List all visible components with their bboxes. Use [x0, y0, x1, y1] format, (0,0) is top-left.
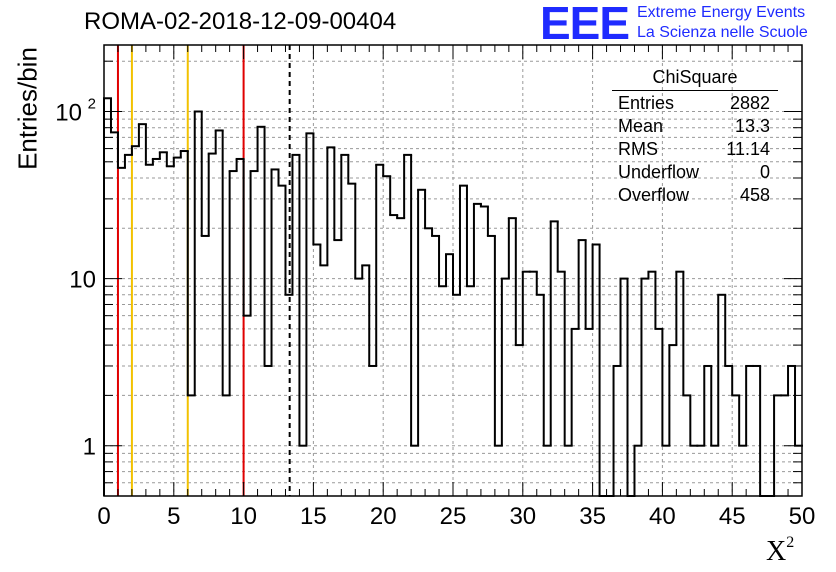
stats-label: Entries	[618, 93, 675, 113]
logo-mark: EEE	[540, 0, 630, 49]
stats-value: 11.14	[726, 139, 770, 159]
stats-row-underflow: Underflow 0	[612, 161, 778, 184]
stats-row-mean: Mean 13.3	[612, 115, 778, 138]
chart-title: ROMA-02-2018-12-09-00404	[84, 8, 397, 35]
stats-value: 0	[759, 162, 770, 182]
x-tick-label: 25	[440, 503, 467, 530]
x-tick-label: 20	[370, 503, 397, 530]
stats-value: 458	[739, 185, 770, 205]
x-tick-label: 0	[97, 503, 110, 530]
x-tick-label: 45	[719, 503, 746, 530]
x-axis-label-base: X	[766, 536, 787, 567]
y-tick-label-superscript: 2	[88, 95, 96, 112]
y-axis-label: Entries/bin	[12, 47, 43, 170]
stats-label: Overflow	[618, 185, 690, 205]
stats-value: 13.3	[734, 116, 770, 136]
x-tick-label: 10	[230, 503, 257, 530]
logo-line-1: Extreme Energy Events	[637, 4, 806, 21]
x-axis-label-superscript: 2	[786, 534, 795, 551]
stats-label: Mean	[618, 116, 664, 136]
x-axis-label: X2	[766, 534, 795, 568]
stats-label: Underflow	[618, 162, 700, 182]
x-tick-label: 35	[579, 503, 606, 530]
eee-logo: EEE Extreme Energy Events La Scienza nel…	[540, 0, 830, 49]
stats-label: RMS	[618, 139, 658, 159]
stats-box: ChiSquare Entries 2882 Mean 13.3 RMS 11.…	[612, 66, 778, 207]
stats-title: ChiSquare	[612, 66, 778, 91]
x-tick-label: 5	[167, 503, 180, 530]
y-tick-label: 10	[69, 267, 96, 294]
stats-row-rms: RMS 11.14	[612, 138, 778, 161]
y-tick-label: 1	[83, 434, 96, 461]
x-tick-label: 40	[649, 503, 676, 530]
y-tick-label: 10	[55, 99, 82, 126]
stats-row-overflow: Overflow 458	[612, 184, 778, 207]
x-tick-label: 30	[509, 503, 536, 530]
logo-line-2: La Scienza nelle Scuole	[637, 24, 808, 41]
stats-row-entries: Entries 2882	[612, 92, 778, 115]
x-tick-label: 15	[300, 503, 327, 530]
stats-value: 2882	[729, 93, 770, 113]
x-tick-label: 50	[789, 503, 816, 530]
